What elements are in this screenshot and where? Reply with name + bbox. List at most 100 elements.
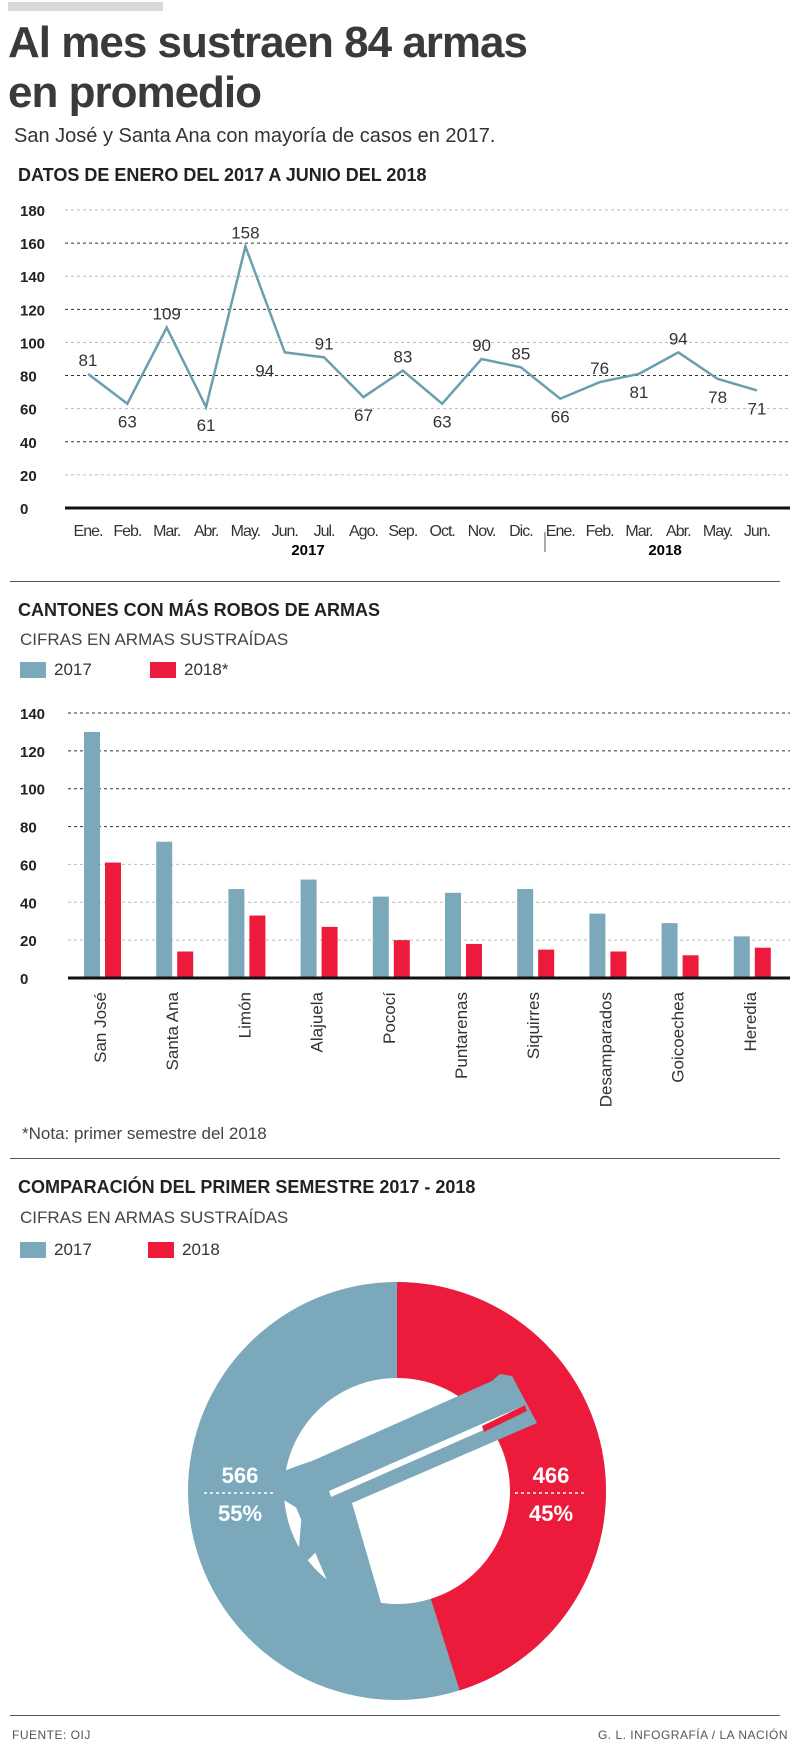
x-tick-label: Alajuela [308, 991, 327, 1052]
y-tick-label: 0 [20, 501, 28, 518]
y-tick-label: 20 [20, 468, 37, 485]
legend-label: 2018* [184, 660, 229, 679]
pistol-icon [277, 1374, 537, 1616]
y-tick-label: 40 [20, 895, 37, 912]
legend-2018: 2018 [148, 1240, 220, 1260]
x-tick-label: Nov. [468, 523, 496, 540]
y-tick-label: 140 [20, 269, 45, 286]
credit: G. L. INFOGRAFÍA / LA NACIÓN [597, 1728, 788, 1742]
data-label: 91 [315, 334, 334, 353]
page-subtitle: San José y Santa Ana con mayoría de caso… [14, 125, 496, 147]
pie-value-label: 466 [533, 1463, 570, 1488]
y-tick-label: 60 [20, 857, 37, 874]
y-tick-label: 120 [20, 744, 45, 761]
bar-2018 [249, 915, 266, 978]
bar-2018 [393, 940, 410, 978]
data-label: 85 [511, 344, 530, 363]
x-tick-label: Jun. [744, 523, 770, 540]
x-tick-label: Mar. [153, 523, 180, 540]
pistol-part [277, 1466, 297, 1486]
x-tick-label: San José [91, 992, 110, 1063]
data-label: 63 [433, 413, 452, 432]
data-label: 66 [551, 408, 570, 427]
bar-2017 [733, 936, 750, 978]
bar-2017 [300, 879, 317, 978]
y-tick-label: 0 [20, 971, 28, 988]
bar-2018 [682, 955, 699, 978]
data-line [87, 242, 758, 411]
bar-chart: 0 20 40 60 80 100 120 140 San José Santa Ana Limón… [20, 706, 790, 1107]
y-tick-label: 60 [20, 402, 37, 419]
x-tick-label: Desamparados [596, 992, 615, 1107]
legend-label: 2017 [54, 1240, 92, 1259]
x-tick-label: Feb. [586, 523, 614, 540]
x-tick-label: Pococí [380, 992, 399, 1044]
legend-2017: 2017 [20, 1240, 92, 1260]
bar-2017 [661, 923, 678, 978]
data-label: 109 [153, 305, 181, 324]
bar-2017 [372, 896, 389, 978]
bar-chart-note: *Nota: primer semestre del 2018 [22, 1124, 267, 1143]
data-label: 81 [629, 383, 648, 402]
legend-2018: 2018* [150, 660, 228, 680]
bar-2017 [445, 892, 461, 978]
y-tick-label: 80 [20, 820, 37, 837]
y-tick-label: 20 [20, 933, 37, 950]
x-tick-label: Abr. [666, 523, 690, 540]
x-tick-label: Limón [235, 992, 254, 1038]
x-tick-label: Oct. [430, 523, 455, 540]
data-label: 83 [393, 348, 412, 367]
x-tick-label: Heredia [741, 991, 760, 1051]
divider [10, 1715, 780, 1716]
data-label: 61 [197, 416, 216, 435]
y-tick-label: 100 [20, 782, 45, 799]
x-tick-label: Jul. [314, 523, 335, 540]
legend-swatch [150, 662, 176, 678]
pistol-part [277, 1456, 359, 1571]
x-tick-label: Ene. [546, 523, 575, 540]
data-label: 94 [255, 361, 274, 380]
bar-2017 [84, 731, 100, 978]
data-label: 94 [669, 329, 688, 348]
legend-swatch [148, 1242, 174, 1258]
x-tick-label: Goicoechea [669, 991, 688, 1082]
bar-2018 [105, 862, 121, 978]
title-line-2: en promedio [8, 68, 262, 117]
y-tick-label: 100 [20, 335, 45, 352]
bar-2017 [156, 841, 173, 978]
bar-2018 [754, 947, 771, 978]
year-label: 2017 [291, 542, 324, 559]
data-label: 67 [354, 406, 373, 425]
x-tick-label: May. [703, 523, 732, 540]
y-tick-label: 180 [20, 203, 45, 220]
x-tick-label: Sep. [388, 523, 417, 540]
bar-chart-subtitle: CIFRAS EN ARMAS SUSTRAÍDAS [20, 630, 289, 649]
x-tick-label: Jun. [272, 523, 298, 540]
bar-2017 [228, 889, 245, 978]
bar-2018 [538, 949, 555, 978]
x-tick-label: Santa Ana [163, 991, 182, 1070]
data-label: 158 [231, 223, 259, 242]
bar-2018 [610, 951, 627, 978]
data-label: 81 [79, 351, 98, 370]
pie-value-label: 566 [222, 1463, 259, 1488]
x-tick-label: Siquirres [524, 992, 543, 1059]
x-tick-label: Feb. [113, 523, 141, 540]
source: FUENTE: OIJ [12, 1728, 91, 1742]
line-chart: 0 20 40 60 80 100 120 140 160 180 81 Ene. 63 Feb. 109 M… [20, 203, 790, 559]
x-tick-label: Mar. [625, 523, 652, 540]
pistol-part [482, 1405, 527, 1432]
data-label: 71 [748, 399, 767, 418]
y-tick-label: 40 [20, 435, 37, 452]
pie-chart-subtitle: CIFRAS EN ARMAS SUSTRAÍDAS [20, 1208, 289, 1227]
bar-2018 [177, 951, 194, 978]
bar-2018 [466, 943, 482, 978]
x-tick-label: Ago. [349, 523, 378, 540]
title-line-1: Al mes sustraen 84 armas [8, 18, 528, 67]
x-tick-label: Abr. [194, 523, 218, 540]
y-tick-label: 80 [20, 369, 37, 386]
pie-percent-label: 55% [218, 1501, 262, 1526]
divider [10, 581, 780, 582]
y-tick-label: 120 [20, 302, 45, 319]
